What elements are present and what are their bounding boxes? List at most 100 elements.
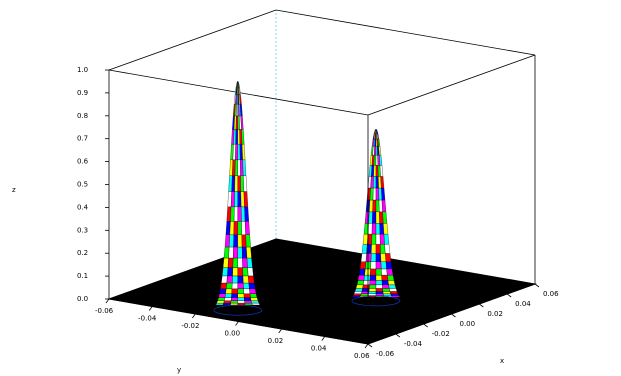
- peak-facet: [389, 291, 399, 294]
- x-tick: [367, 343, 373, 348]
- peak-facet: [360, 293, 369, 296]
- peak-facet: [383, 223, 389, 235]
- peak-facet: [234, 191, 238, 207]
- peak-facet: [375, 291, 384, 294]
- peak-facet: [375, 253, 382, 262]
- peak-facet: [215, 302, 224, 306]
- peak-facet: [222, 302, 231, 306]
- peak-facet: [373, 176, 377, 189]
- surface-base: [107, 238, 537, 345]
- z-axis: 0.0 0.1 0.2 0.3 0.4 0.5 0.6 0.7 0.8 0.9 1.0: [77, 66, 109, 303]
- peak-facet: [386, 268, 394, 276]
- peak-facet: [237, 293, 245, 298]
- peak-facet: [237, 175, 241, 192]
- peak-facet: [375, 128, 378, 131]
- peak-facet: [250, 297, 259, 301]
- x-tick-label: 0.04: [515, 300, 531, 308]
- y-tick-label: -0.04: [138, 315, 157, 323]
- peak-facet: [222, 267, 229, 277]
- peak-facet: [237, 275, 244, 284]
- z-tick-label: 0.0: [77, 295, 88, 303]
- peak-facet: [231, 293, 238, 298]
- peak-facet: [363, 280, 371, 285]
- peak-facet: [366, 244, 372, 254]
- x-tick-label: -0.02: [432, 330, 450, 338]
- peak-facet: [223, 300, 232, 304]
- peak-facet: [231, 288, 238, 294]
- peak-facet: [248, 282, 256, 289]
- peak-facet: [390, 293, 400, 296]
- y-tick-label: -0.02: [181, 322, 199, 330]
- peak-facet: [382, 291, 391, 294]
- peak-facet: [237, 221, 242, 235]
- peak-facet: [365, 253, 372, 262]
- x-tick: [506, 293, 512, 298]
- peak-facet: [229, 221, 235, 235]
- peak-facet: [246, 257, 253, 268]
- peak-facet: [361, 244, 368, 254]
- peak-facet: [226, 275, 233, 284]
- peak-facet: [244, 300, 252, 304]
- peak-facet: [389, 288, 398, 292]
- peak-facet: [235, 115, 238, 130]
- peak-facet: [355, 284, 364, 289]
- peak-facet: [367, 223, 373, 235]
- peak-facet: [230, 206, 235, 222]
- peak-base-contour: [213, 304, 263, 316]
- peak-facet: [370, 261, 377, 270]
- x-tick: [451, 313, 456, 318]
- peak-facet: [227, 267, 234, 277]
- x-tick-label: 0.02: [487, 310, 503, 318]
- peak-facet: [232, 275, 238, 284]
- peak-facet: [372, 199, 377, 212]
- peak-facet: [375, 244, 381, 254]
- peak-facet: [225, 288, 233, 294]
- peak-facet: [242, 275, 249, 284]
- peak-facet: [353, 291, 363, 294]
- x-tick: [534, 283, 540, 288]
- z-tick-label: 1.0: [77, 66, 88, 74]
- peak-facet: [241, 144, 246, 160]
- peak-facet: [248, 275, 255, 284]
- peak-facet: [375, 268, 382, 276]
- y-tick-label: 0.04: [311, 345, 327, 353]
- x-axis: -0.06 -0.04 -0.02 0.00 0.02 0.04 0.06: [367, 283, 559, 358]
- peak-facet: [369, 199, 374, 212]
- peak-facet: [375, 261, 382, 270]
- peak-facet: [243, 288, 251, 294]
- x-tick: [395, 333, 401, 338]
- peak-facet: [369, 187, 374, 201]
- peak-facet: [230, 297, 238, 301]
- peak-facet: [229, 234, 234, 248]
- peak-facet: [237, 257, 243, 268]
- peak-facet: [375, 233, 381, 245]
- x-tick: [479, 303, 484, 308]
- peak-facet: [237, 267, 244, 277]
- peak-facet: [380, 253, 387, 262]
- peak-facet: [375, 211, 380, 224]
- peak-facet: [383, 233, 390, 245]
- peak-facet: [228, 246, 234, 259]
- peak-facet: [232, 257, 238, 268]
- z-tick-label: 0.1: [77, 272, 88, 280]
- peak-facet: [234, 159, 238, 176]
- box-edge-top-right: [367, 54, 536, 116]
- peak-facet: [237, 81, 239, 83]
- peak-facet: [224, 293, 232, 298]
- y-tick-label: -0.06: [95, 307, 114, 315]
- peak-facet: [237, 288, 245, 294]
- peak-facet: [237, 234, 243, 248]
- y-tick: [278, 328, 282, 334]
- peak-facet: [369, 284, 377, 289]
- z-tick-label: 0.9: [77, 89, 88, 97]
- peak-facet: [242, 159, 247, 176]
- peak-facet: [374, 146, 377, 156]
- peak-facet: [237, 246, 243, 259]
- z-tick-label: 0.2: [77, 249, 88, 257]
- surface-floor: [107, 238, 537, 345]
- peak-facet: [237, 206, 242, 222]
- peak-facet: [362, 284, 370, 289]
- peak-facet: [243, 293, 251, 298]
- peak-facet: [354, 288, 363, 292]
- y-tick: [148, 306, 153, 311]
